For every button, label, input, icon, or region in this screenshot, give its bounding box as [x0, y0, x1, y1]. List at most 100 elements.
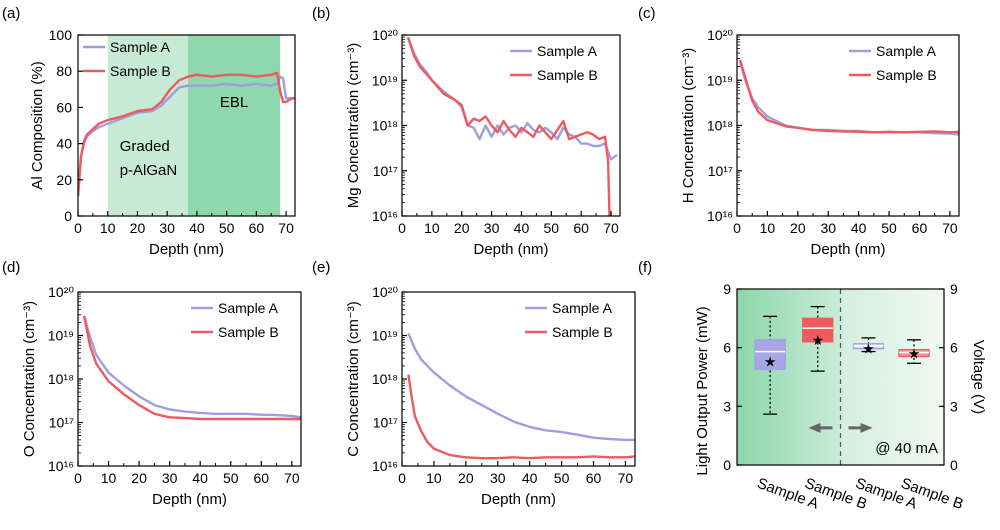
x-tick-label: 10 [760, 220, 776, 236]
series-line-sample-b [738, 59, 959, 134]
y-tick-label-left: 0 [723, 457, 731, 473]
y-tick-label: 10¹⁹ [372, 72, 398, 88]
x-tick-label: 50 [554, 470, 570, 486]
y-tick-label: 0 [64, 208, 72, 224]
series-line-sample-b [407, 374, 635, 460]
y-tick-label-right: 0 [950, 457, 958, 473]
shaded-region [107, 35, 188, 216]
legend-label: Sample B [110, 63, 171, 79]
y-tick-label: 10¹⁸ [707, 118, 733, 134]
x-tick-label: 30 [490, 470, 506, 486]
y-tick-label-left: 3 [723, 398, 731, 414]
x-tick-label: 60 [249, 220, 265, 236]
y-axis-label: O Concentration (cm⁻³) [21, 301, 38, 457]
region-label: p-AlGaN [120, 162, 178, 179]
x-tick-label: 0 [398, 220, 406, 236]
x-tick-label: 60 [573, 220, 589, 236]
x-tick-label: 20 [130, 220, 146, 236]
box-body [802, 317, 834, 343]
series-line-sample-a [82, 315, 301, 419]
x-axis-label: Depth (nm) [481, 491, 556, 508]
x-tick-label: 50 [223, 470, 239, 486]
y-axis-label: C Concentration (cm⁻³) [345, 301, 362, 456]
panel-a: (a) Graded p-AlGaN EBL 0 10 20 30 40 50 60 70 Depth … [2, 5, 296, 258]
background-left [737, 289, 841, 465]
x-tick-label: 60 [912, 220, 928, 236]
box-mean-marker: ★ [764, 353, 777, 369]
x-tick-label: 30 [820, 220, 836, 236]
shaded-region [187, 35, 281, 216]
x-tick-label: 40 [514, 220, 530, 236]
x-tick-label: 10 [101, 470, 117, 486]
legend-label: Sample A [537, 43, 598, 59]
y-tick-label: 10¹⁷ [49, 415, 74, 431]
y-tick-label: 40 [56, 136, 72, 152]
y-axis-label-left: Light Output Power (mW) [694, 306, 711, 475]
legend-label: Sample A [218, 300, 279, 316]
y-tick-label: 20 [56, 172, 72, 188]
region-label: Graded [120, 138, 170, 155]
x-axis-label: Depth (nm) [810, 241, 885, 258]
y-tick-label: 10²⁰ [372, 284, 398, 300]
x-tick-label: 70 [284, 470, 300, 486]
series-line-sample-a [407, 332, 635, 442]
y-axis-label-right: Voltage (V) [970, 340, 987, 414]
x-tick-label: 40 [189, 220, 205, 236]
panel-b: (b) 0 10 20 30 40 50 60 70 Depth (nm) 10¹⁶ 10¹⁷ 10¹⁸… [312, 5, 621, 258]
y-tick-label-left: 9 [723, 281, 731, 297]
x-tick-label: 70 [942, 220, 958, 236]
box-body [754, 339, 786, 370]
series-line-sample-b [78, 71, 295, 197]
x-tick-label: 50 [881, 220, 897, 236]
plot-frame [736, 34, 960, 217]
panel-label: (e) [312, 259, 330, 276]
x-tick-label: 70 [618, 470, 634, 486]
x-tick-label: 0 [74, 220, 82, 236]
y-axis-label: Mg Concentration (cm⁻³) [345, 43, 362, 208]
y-tick-label: 60 [56, 99, 72, 115]
arrow-left-head [808, 422, 821, 433]
panel-c: (c) 0 10 20 30 40 50 60 70 Depth (nm) 10¹⁶ 10¹⁷ 10¹⁸… [638, 5, 960, 258]
x-tick-label: 50 [219, 220, 235, 236]
panel-label: (f) [638, 259, 652, 276]
condition-annotation: @ 40 mA [875, 440, 938, 457]
y-axis-label: Al Composition (%) [29, 61, 46, 189]
y-tick-label-right: 9 [950, 281, 958, 297]
y-tick-label-right: 3 [950, 398, 958, 414]
series-line-sample-a [78, 75, 295, 197]
y-tick-label: 10¹⁶ [372, 458, 398, 474]
legend-label: Sample A [876, 43, 937, 59]
x-axis-label: Depth (nm) [473, 241, 548, 258]
y-tick-label: 10¹⁶ [707, 208, 733, 224]
legend-label: Sample B [537, 67, 598, 83]
legend-label: Sample B [218, 324, 279, 340]
plot-frame [77, 291, 302, 467]
panel-label: (d) [2, 259, 20, 276]
plot-frame [736, 288, 945, 466]
box-mean-marker: ★ [908, 346, 921, 362]
x-tick-label: 50 [544, 220, 560, 236]
x-tick-label: 0 [398, 470, 406, 486]
y-tick-label-right: 6 [950, 340, 958, 356]
x-tick-label: 10 [424, 220, 440, 236]
x-tick-label: 20 [458, 470, 474, 486]
y-axis-label: H Concentration (cm⁻³) [680, 48, 697, 203]
y-tick-label: 10¹⁶ [48, 458, 74, 474]
x-tick-label: 70 [603, 220, 619, 236]
legend-label: Sample B [876, 67, 937, 83]
y-tick-label: 10²⁰ [707, 27, 733, 43]
box-mean-marker: ★ [862, 341, 875, 357]
arrow-right-head [860, 422, 873, 433]
y-tick-label: 10¹⁶ [372, 208, 398, 224]
box-mean-marker: ★ [811, 332, 824, 348]
plot-frame [401, 34, 621, 217]
x-tick-label: 20 [790, 220, 806, 236]
x-tick-label: 30 [159, 220, 175, 236]
legend-label: Sample A [552, 300, 613, 316]
x-tick-label: 20 [131, 470, 147, 486]
x-tick-label: 0 [74, 470, 82, 486]
x-tick-label: 10 [426, 470, 442, 486]
y-tick-label: 10¹⁹ [707, 72, 733, 88]
x-tick-label: 30 [162, 470, 178, 486]
